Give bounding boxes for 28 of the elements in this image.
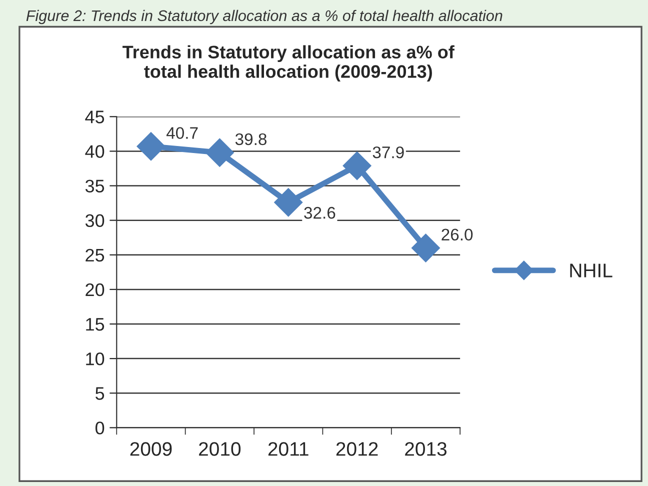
data-label: 40.7 <box>166 127 198 139</box>
data-label: 32.6 <box>304 206 336 219</box>
legend-label: NHIL <box>570 264 612 278</box>
point <box>205 138 234 167</box>
y-tick-label: 5 <box>96 387 104 400</box>
x-tick-label: 2013 <box>405 442 447 456</box>
y-tick-label: 0 <box>96 422 104 434</box>
y-tick-label: 30 <box>85 214 104 228</box>
x-tick-label: 2011 <box>268 442 308 456</box>
point <box>342 151 372 180</box>
y-tick-label: 40 <box>85 145 104 158</box>
y-tick-label: 45 <box>85 110 104 124</box>
y-tick-label: 35 <box>85 180 104 192</box>
y-tick-label: 25 <box>86 248 104 262</box>
data-label: 39.8 <box>235 133 266 146</box>
x-tick-label: 2012 <box>336 442 378 456</box>
y-tick-label: 20 <box>86 283 104 296</box>
x-tick-label: 2010 <box>199 442 241 456</box>
chart-title: Trends in Statutory allocation as a% of total health allocation (2009-2013) <box>122 45 454 82</box>
point <box>411 234 440 262</box>
y-tick-label: 10 <box>86 352 104 366</box>
data-label: 26.0 <box>442 228 473 241</box>
point <box>136 132 166 161</box>
data-label: 37.9 <box>372 146 404 158</box>
y-tick-label: 15 <box>86 318 104 331</box>
caption: Figure 2: Trends in Statutory allocation as a % of total health allocation <box>26 10 502 24</box>
point <box>274 188 303 217</box>
x-tick-label: 2009 <box>130 442 172 456</box>
